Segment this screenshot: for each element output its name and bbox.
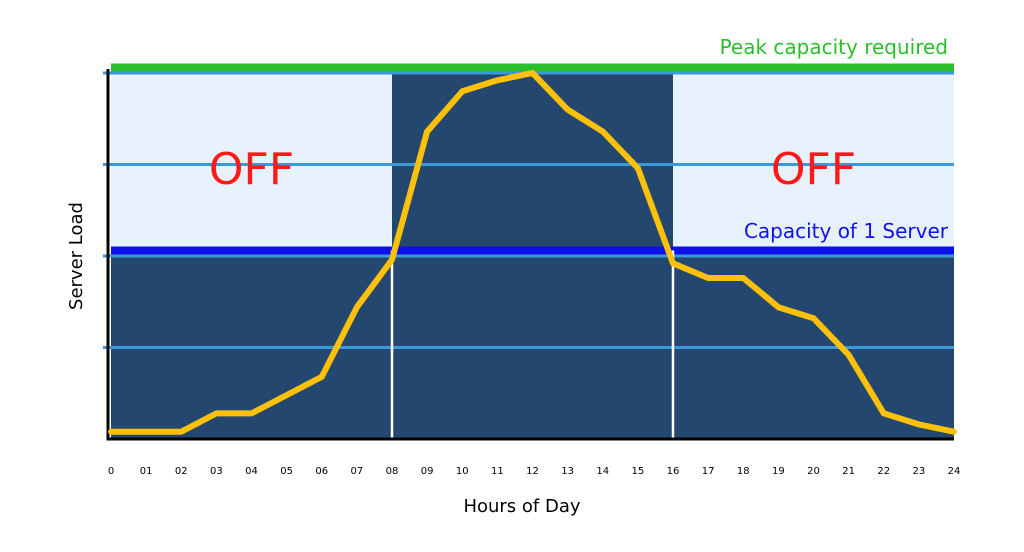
x-tick-label: 10 xyxy=(456,466,469,477)
y-axis-title: Server Load xyxy=(66,202,87,310)
x-tick-label: 22 xyxy=(877,466,890,477)
x-tick-label: 23 xyxy=(913,466,926,477)
x-tick-label: 0 xyxy=(108,466,114,477)
x-tick-label: 21 xyxy=(842,466,855,477)
x-tick-label: 14 xyxy=(596,466,609,477)
server-capacity-label: Capacity of 1 Server xyxy=(744,219,949,243)
x-axis-title: Hours of Day xyxy=(463,496,580,517)
x-tick-label: 18 xyxy=(737,466,750,477)
off-label-2: OFF xyxy=(771,144,856,195)
x-tick-label: 24 xyxy=(948,466,961,477)
x-tick-label: 02 xyxy=(175,466,188,477)
x-tick-label: 08 xyxy=(386,466,399,477)
x-tick-label: 03 xyxy=(210,466,223,477)
x-tick-label: 15 xyxy=(632,466,645,477)
x-tick-label: 01 xyxy=(140,466,153,477)
x-tick-label: 07 xyxy=(351,466,364,477)
x-tick-label: 06 xyxy=(315,466,328,477)
peak-capacity-label: Peak capacity required xyxy=(720,35,948,59)
x-tick-label: 09 xyxy=(421,466,434,477)
x-tick-label: 13 xyxy=(561,466,574,477)
x-tick-label: 11 xyxy=(491,466,504,477)
off-label-1: OFF xyxy=(209,144,294,195)
x-tick-label: 12 xyxy=(526,466,539,477)
x-tick-label: 19 xyxy=(772,466,785,477)
x-tick-label: 04 xyxy=(245,466,258,477)
x-tick-label: 16 xyxy=(667,466,680,477)
x-tick-label: 20 xyxy=(807,466,820,477)
x-tick-label: 05 xyxy=(280,466,293,477)
x-tick-label: 17 xyxy=(702,466,715,477)
